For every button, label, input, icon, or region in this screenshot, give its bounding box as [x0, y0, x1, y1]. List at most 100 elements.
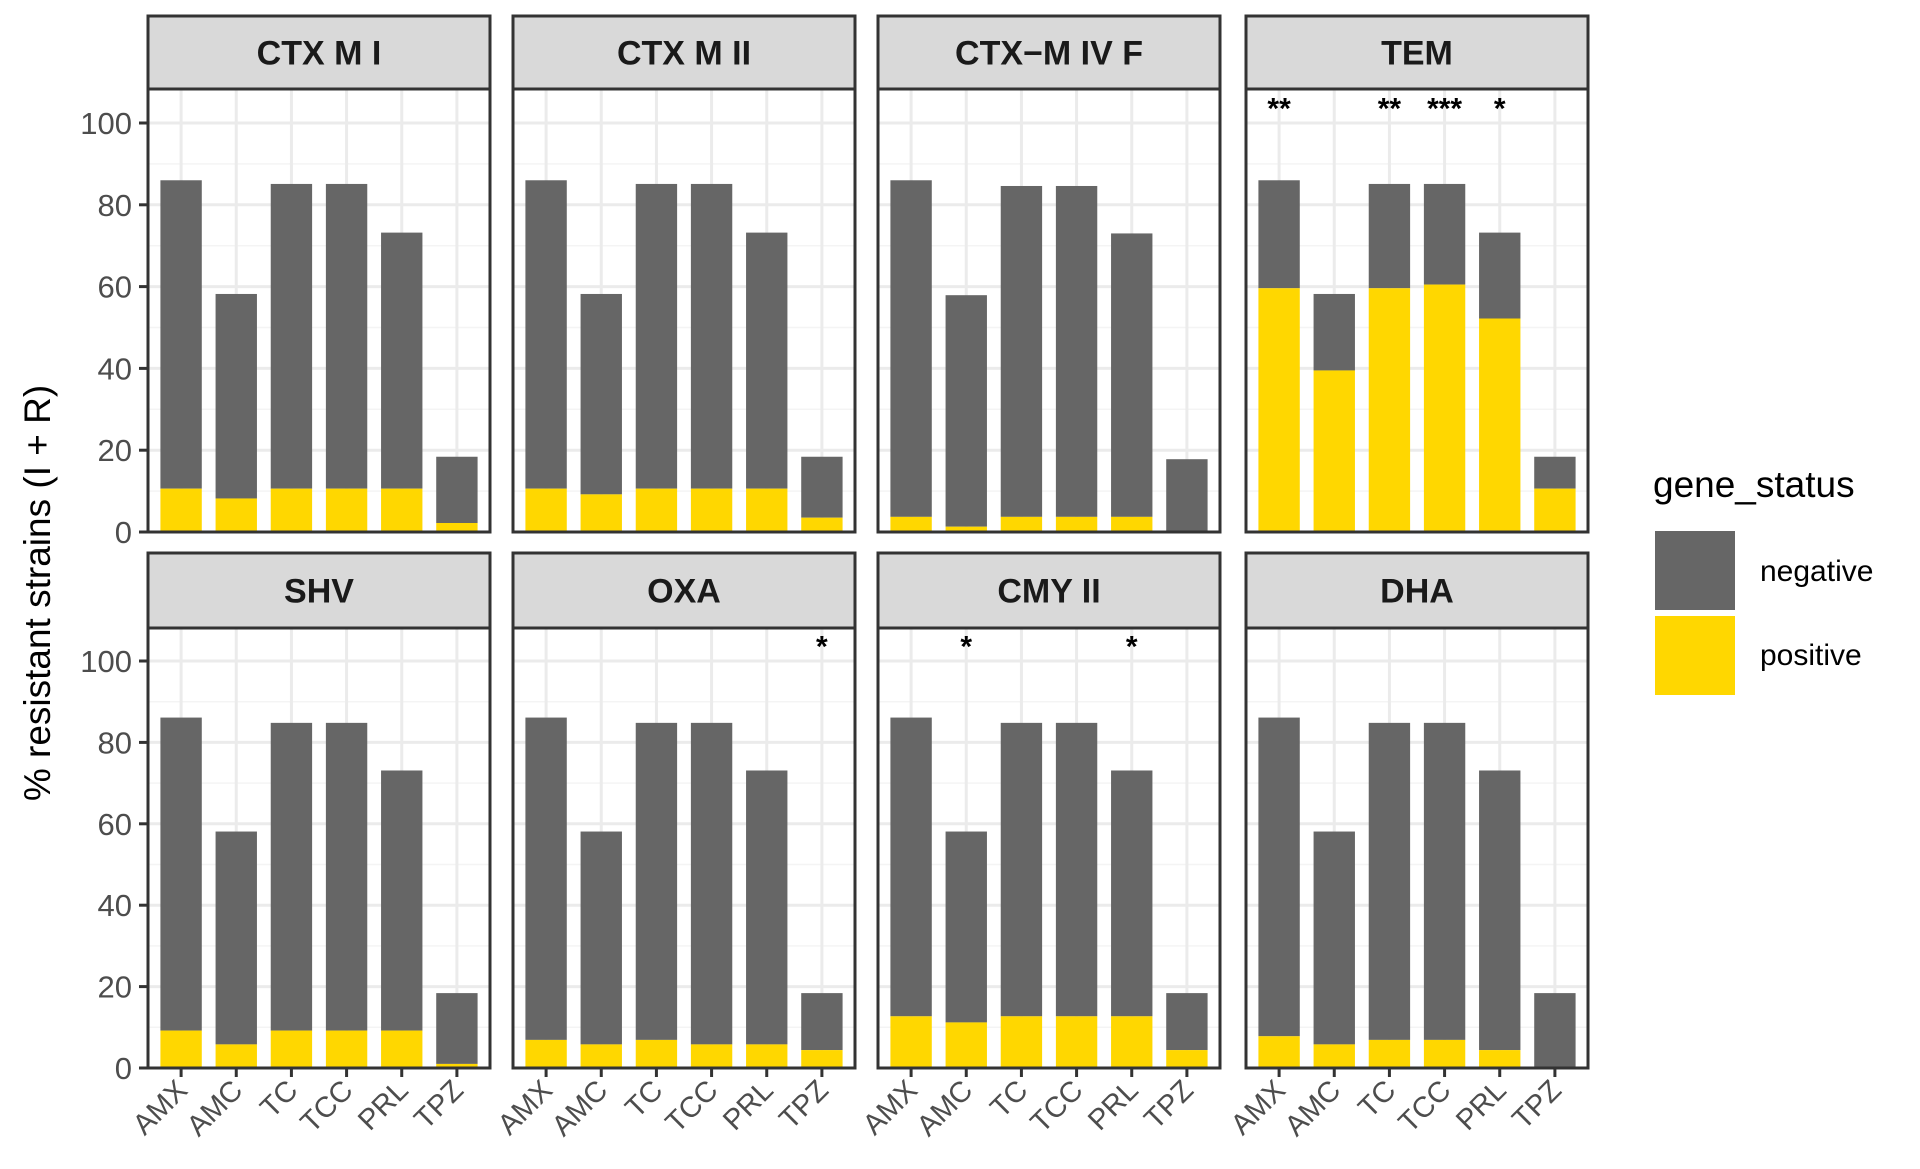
facet-strip [146, 14, 492, 91]
y-tick-label: 60 [98, 807, 132, 842]
bar-negative-tpz [801, 456, 843, 518]
bar-positive-prl [746, 488, 788, 532]
bar-negative-amc [945, 295, 987, 527]
bar-positive-amx [525, 1039, 567, 1068]
x-tick-label: AMX [857, 1074, 924, 1141]
x-tick-label: AMX [492, 1074, 559, 1141]
significance-marker: * [1494, 93, 1506, 126]
significance-marker: * [1126, 631, 1138, 664]
bar-negative-tcc [1423, 722, 1466, 1040]
bar-positive-amx [1258, 1036, 1300, 1068]
bar-positive-tc [1000, 1016, 1043, 1068]
bar-negative-tcc [1423, 183, 1466, 285]
bar-negative-amc [580, 293, 622, 495]
plot-background [878, 89, 1220, 532]
legend-swatch-negative [1655, 531, 1735, 610]
facet-strip-label: OXA [647, 573, 721, 611]
y-tick-label: 40 [98, 888, 132, 923]
x-tick-label: PRL [1082, 1074, 1145, 1137]
panel-border [511, 87, 857, 534]
y-tick-label: 100 [80, 644, 132, 679]
y-tick-label: 20 [98, 433, 132, 468]
bar-negative-amx [890, 717, 932, 1017]
x-tick-label: TPZ [773, 1074, 834, 1135]
significance-marker: ** [1378, 93, 1402, 126]
bar-negative-tcc [1055, 722, 1098, 1017]
facet-strip-label: TEM [1381, 35, 1453, 73]
bar-negative-amc [945, 831, 987, 1023]
bar-negative-prl [381, 770, 423, 1031]
bar-negative-prl [381, 232, 423, 489]
x-tick-label: AMC [181, 1074, 249, 1142]
bar-positive-tcc [1423, 1039, 1466, 1068]
x-tick-label: PRL [1450, 1074, 1513, 1137]
bar-positive-prl [381, 488, 423, 532]
bar-positive-tcc [690, 488, 733, 532]
bar-negative-amx [890, 180, 932, 517]
bar-positive-amx [1258, 288, 1300, 532]
bar-negative-tcc [325, 722, 368, 1031]
significance-marker: * [960, 631, 972, 664]
panel-border [876, 626, 1222, 1070]
bar-positive-amx [160, 488, 202, 532]
y-tick-label: 0 [115, 515, 132, 550]
bar-negative-amx [1258, 717, 1300, 1037]
panel-border [1244, 626, 1590, 1070]
bar-negative-tcc [690, 183, 733, 489]
bar-positive-amx [525, 488, 567, 532]
bar-positive-tpz [801, 1050, 843, 1068]
legend: gene_status negative positive [1653, 464, 1873, 695]
bar-negative-prl [1111, 770, 1153, 1017]
bar-positive-amc [580, 494, 622, 532]
panel-border [511, 626, 857, 1070]
bar-negative-prl [746, 770, 788, 1045]
bar-negative-prl [1111, 233, 1153, 517]
facet-strip-label: CTX M I [257, 35, 382, 73]
y-tick-label: 60 [98, 270, 132, 305]
bar-negative-amx [525, 717, 567, 1040]
legend-label-negative: negative [1760, 555, 1873, 588]
legend-swatch-positive [1655, 616, 1735, 695]
bar-negative-tcc [1055, 185, 1098, 517]
facet-strip-label: CTX M II [617, 35, 751, 73]
x-tick-label: TCC [1393, 1074, 1458, 1139]
bar-positive-tpz [1166, 1050, 1208, 1068]
plot-background [513, 89, 855, 532]
bar-negative-tpz [1534, 993, 1576, 1068]
panel-border [146, 87, 492, 534]
bar-negative-tpz [1166, 459, 1208, 532]
bar-negative-amc [1313, 831, 1355, 1045]
x-tick-label: TPZ [1138, 1074, 1199, 1135]
bar-negative-tpz [436, 456, 478, 524]
x-tick-label: AMX [1225, 1074, 1292, 1141]
facet-panels: CTX M I 0 20 40 60 80 100 CTX M II CTX−M IV F TEM… [80, 14, 1590, 1143]
x-tick-label: AMC [1279, 1074, 1347, 1142]
bar-negative-tpz [1166, 993, 1208, 1051]
bar-positive-amx [890, 1016, 932, 1068]
bar-positive-tpz [801, 517, 843, 532]
bar-negative-amc [215, 831, 257, 1045]
bar-positive-amc [945, 1022, 987, 1068]
bar-positive-amc [215, 1044, 257, 1068]
facet-panel-tem: TEM** ** *** * [1244, 14, 1590, 534]
x-tick-label: TPZ [408, 1074, 469, 1135]
x-tick-label: TCC [1025, 1074, 1090, 1139]
bar-positive-amx [890, 516, 932, 532]
y-tick-label: 100 [80, 106, 132, 141]
bar-positive-prl [1111, 516, 1153, 532]
bar-positive-prl [1479, 318, 1521, 532]
bar-positive-tc [635, 488, 678, 532]
y-axis-title: % resistant strains (I + R) [17, 385, 58, 801]
facet-panel-ctx-m-iv-f: CTX−M IV F [876, 14, 1222, 534]
panel-border [876, 87, 1222, 534]
significance-marker: ** [1267, 93, 1291, 126]
bar-positive-tcc [1055, 1016, 1098, 1068]
bar-positive-amc [1313, 1044, 1355, 1068]
facet-strip [1244, 551, 1590, 630]
legend-title: gene_status [1653, 464, 1855, 505]
bar-negative-prl [1479, 232, 1521, 319]
bar-positive-tc [270, 488, 313, 532]
